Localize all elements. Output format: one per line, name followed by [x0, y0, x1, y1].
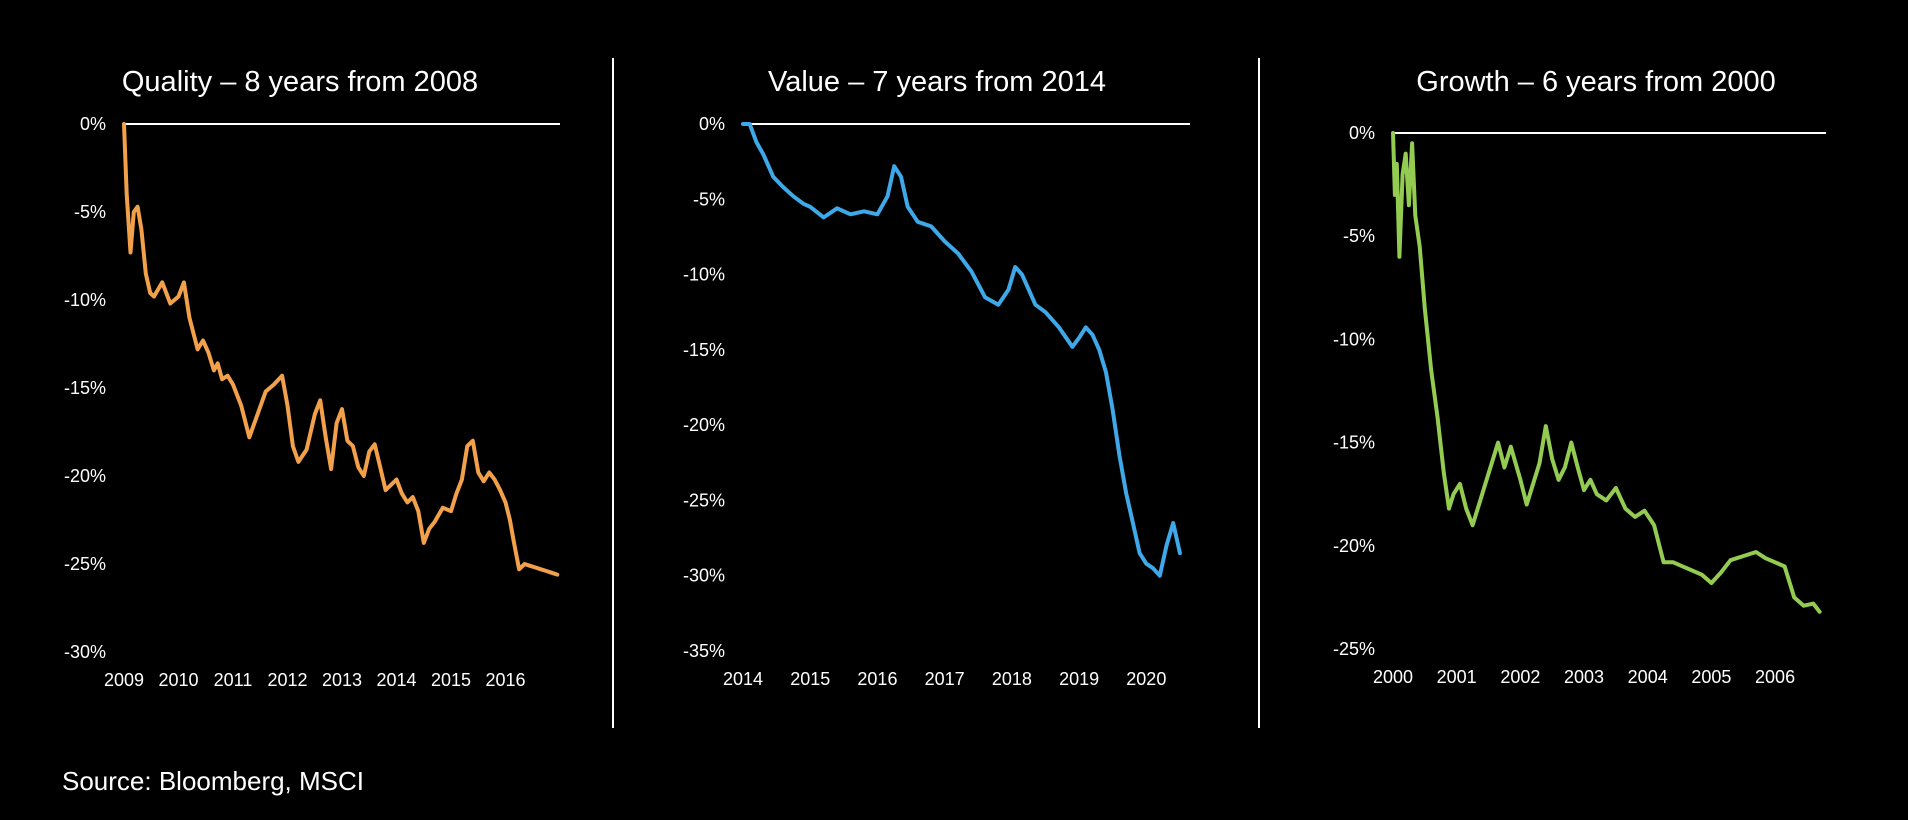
- value-xtick-label: 2015: [790, 669, 830, 689]
- value-ytick-label: -35%: [683, 641, 725, 661]
- growth-xtick-label: 2006: [1755, 667, 1795, 687]
- growth-drawdown-line: [1391, 131, 1822, 614]
- quality-ytick-label: 0%: [80, 114, 106, 134]
- growth-xtick-label: 2003: [1564, 667, 1604, 687]
- growth-ytick-label: -10%: [1333, 329, 1375, 349]
- value-xtick-label: 2014: [723, 669, 763, 689]
- value-xtick-label: 2016: [857, 669, 897, 689]
- value-ytick-label: -15%: [683, 340, 725, 360]
- quality-xtick-label: 2009: [104, 670, 144, 690]
- growth-xtick-label: 2002: [1500, 667, 1540, 687]
- value-drawdown-line: [741, 122, 1182, 578]
- quality-ytick-label: -5%: [74, 202, 106, 222]
- value-ytick-label: -20%: [683, 415, 725, 435]
- value-ytick-label: -25%: [683, 490, 725, 510]
- chart-title-value: Value – 7 years from 2014: [768, 66, 1106, 98]
- value-xtick-label: 2018: [992, 669, 1032, 689]
- growth-xtick-label: 2001: [1437, 667, 1477, 687]
- growth-ytick-label: 0%: [1349, 123, 1375, 143]
- quality-xtick-label: 2010: [158, 670, 198, 690]
- quality-xtick-label: 2012: [267, 670, 307, 690]
- quality-xtick-label: 2013: [322, 670, 362, 690]
- value-xtick-label: 2019: [1059, 669, 1099, 689]
- chart-title-growth: Growth – 6 years from 2000: [1416, 66, 1776, 98]
- quality-xtick-label: 2011: [214, 670, 253, 690]
- quality-xtick-label: 2016: [485, 670, 525, 690]
- value-ytick-label: -10%: [683, 265, 725, 285]
- quality-xtick-label: 2014: [376, 670, 416, 690]
- value-xtick-label: 2020: [1126, 669, 1166, 689]
- growth-xtick-label: 2000: [1373, 667, 1413, 687]
- panel-divider: [1258, 58, 1260, 728]
- growth-ytick-label: -5%: [1343, 226, 1375, 246]
- growth-xtick-label: 2004: [1628, 667, 1668, 687]
- growth-xtick-label: 2005: [1691, 667, 1731, 687]
- quality-ytick-label: -30%: [64, 642, 106, 662]
- quality-ytick-label: -20%: [64, 466, 106, 486]
- quality-drawdown-line: [122, 122, 560, 577]
- quality-xtick-label: 2015: [431, 670, 471, 690]
- chart-title-quality: Quality – 8 years from 2008: [121, 66, 479, 98]
- quality-ytick-label: -15%: [64, 378, 106, 398]
- value-ytick-label: -5%: [693, 189, 725, 209]
- growth-drawdown-chart: 0% -5% -10% -15% -20% -25% 2000 2001 2002 2003 200…: [1333, 123, 1826, 687]
- quality-drawdown-chart: 0% -5% -10% -15% -20% -25% -30% 2009 2010 2011 201…: [64, 114, 560, 690]
- growth-ytick-label: -20%: [1333, 536, 1375, 556]
- value-ytick-label: -30%: [683, 566, 725, 586]
- growth-ytick-label: -15%: [1333, 433, 1375, 453]
- panel-divider: [612, 58, 614, 728]
- source-note: Source: Bloomberg, MSCI: [62, 766, 365, 796]
- quality-ytick-label: -25%: [64, 554, 106, 574]
- value-ytick-label: 0%: [699, 114, 725, 134]
- value-xtick-label: 2017: [925, 669, 965, 689]
- quality-ytick-label: -10%: [64, 290, 106, 310]
- growth-ytick-label: -25%: [1333, 639, 1375, 659]
- value-drawdown-chart: 0% -5% -10% -15% -20% -25% -30% -35% 2014 2015 201…: [683, 114, 1190, 689]
